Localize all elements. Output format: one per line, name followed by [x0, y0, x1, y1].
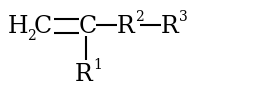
Text: 2: 2: [27, 29, 36, 43]
Text: R: R: [117, 15, 134, 38]
Text: R: R: [75, 63, 92, 86]
Text: C: C: [34, 15, 52, 38]
Text: C: C: [79, 15, 97, 38]
Text: 1: 1: [93, 58, 102, 72]
Text: 3: 3: [179, 10, 188, 24]
Text: H: H: [8, 15, 28, 38]
Text: R: R: [161, 15, 179, 38]
Text: 2: 2: [135, 10, 144, 24]
